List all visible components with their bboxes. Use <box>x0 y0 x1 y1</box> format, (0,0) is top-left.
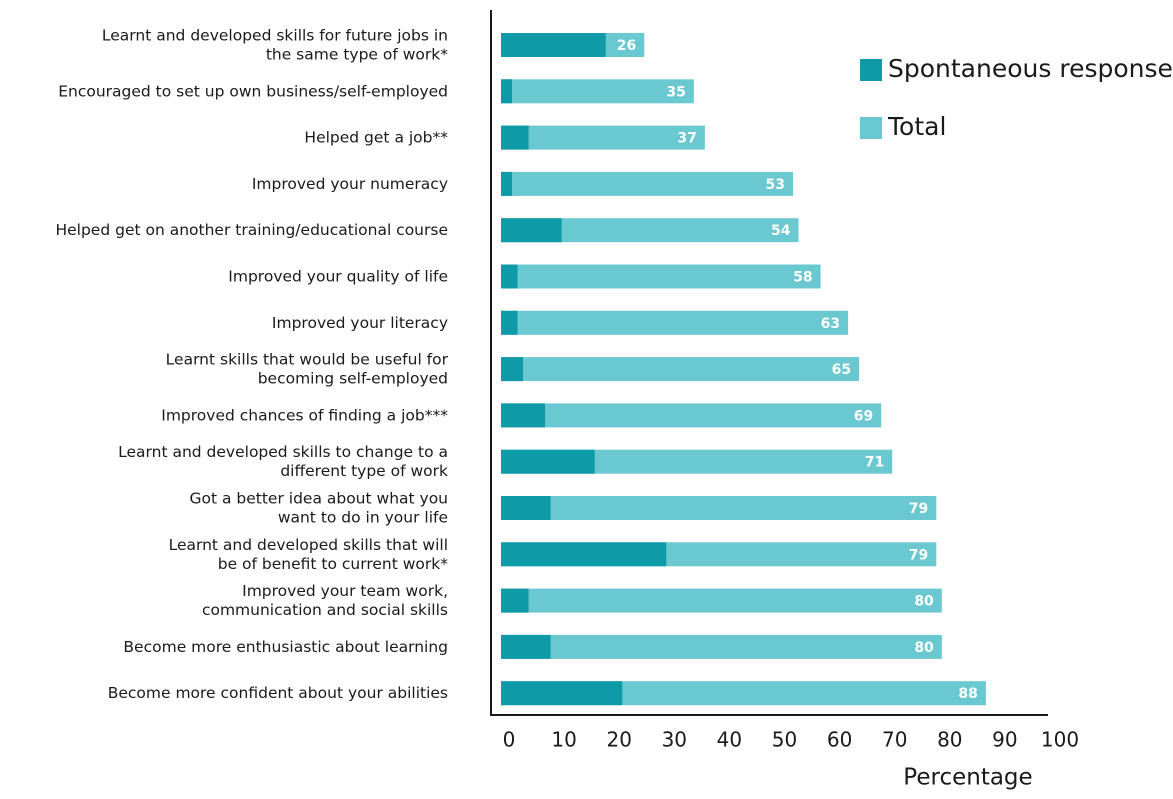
value-label: 79 <box>909 501 928 517</box>
x-tick-label: 0 <box>503 728 516 752</box>
value-label: 26 <box>617 38 636 54</box>
bar <box>501 588 529 613</box>
category-label-line: different type of work <box>280 462 448 480</box>
legend-label: Total <box>887 112 946 141</box>
category-label: Learnt and developed skills for future j… <box>102 26 448 63</box>
value-label: 79 <box>909 547 928 563</box>
bar <box>501 357 860 382</box>
value-label: 88 <box>958 686 977 702</box>
bar <box>501 634 942 659</box>
bar <box>501 496 937 520</box>
x-tick-label: 10 <box>551 728 576 752</box>
bar <box>501 496 551 520</box>
category-label: Helped get on another training/education… <box>55 221 448 239</box>
x-tick-label: 40 <box>717 728 742 752</box>
category-label-line: be of benefit to current work* <box>218 554 449 572</box>
category-label: Learnt skills that would be useful for be… <box>166 350 449 387</box>
bar <box>501 79 513 104</box>
category-label-line: Become more confident about your abiliti… <box>108 684 448 702</box>
bar <box>501 79 694 104</box>
value-label: 71 <box>865 455 884 471</box>
category-label: Encouraged to set up own business/self-e… <box>58 82 448 100</box>
bar <box>501 171 513 196</box>
category-label-line: Learnt and developed skills that will <box>169 535 448 553</box>
category-label-line: want to do in your life <box>278 508 448 526</box>
category-label-line: Encouraged to set up own business/self-e… <box>58 82 448 100</box>
value-label: 69 <box>854 408 873 424</box>
legend-swatch <box>860 117 882 139</box>
category-label-line: Improved your literacy <box>272 313 448 331</box>
bar <box>501 634 551 659</box>
category-label-line: Improved your numeracy <box>252 174 448 192</box>
category-label: Become more confident about your abiliti… <box>108 684 448 702</box>
category-label: Learnt and developed skills that will be … <box>169 535 449 572</box>
bar <box>501 403 546 428</box>
x-tick-label: 50 <box>772 728 797 752</box>
bar <box>501 125 529 150</box>
value-label: 37 <box>677 131 696 147</box>
category-label: Improved chances of finding a job*** <box>161 406 448 424</box>
bar <box>501 264 518 289</box>
value-label: 80 <box>914 594 934 610</box>
category-label: Learnt and developed skills to change to… <box>118 443 448 480</box>
category-label: Improved your literacy <box>272 313 448 331</box>
bar <box>501 681 623 706</box>
category-label-line: becoming self-employed <box>258 369 448 387</box>
category-label-line: Helped get a job** <box>304 128 448 146</box>
category-label-line: Improved your team work, <box>242 582 448 600</box>
value-label: 58 <box>793 270 812 286</box>
value-label: 65 <box>832 362 851 378</box>
category-label-line: Learnt skills that would be useful for <box>166 350 449 368</box>
category-label-line: communication and social skills <box>202 601 448 619</box>
x-tick-label: 20 <box>606 728 631 752</box>
x-tick-label: 70 <box>882 728 907 752</box>
value-label: 35 <box>666 84 685 100</box>
bar <box>501 449 595 474</box>
x-tick-label: 30 <box>662 728 687 752</box>
bar <box>501 357 524 382</box>
category-label: Helped get a job** <box>304 128 448 146</box>
value-label: 63 <box>821 316 840 332</box>
category-label-line: Learnt and developed skills for future j… <box>102 26 448 44</box>
category-label-line: Learnt and developed skills to change to… <box>118 443 448 461</box>
x-tick-label: 90 <box>992 728 1017 752</box>
bar <box>501 310 849 335</box>
bar <box>501 264 821 289</box>
bar <box>501 33 606 57</box>
bar <box>501 125 705 150</box>
category-label: Improved your numeracy <box>252 174 448 192</box>
category-label-line: Helped get on another training/education… <box>55 221 448 239</box>
bar <box>501 171 794 196</box>
category-label: Got a better idea about what you want to … <box>189 489 448 526</box>
bar <box>501 310 518 335</box>
category-label-line: Got a better idea about what you <box>189 489 448 507</box>
category-label: Improved your quality of life <box>228 267 448 285</box>
x-tick-label: 100 <box>1041 728 1079 752</box>
x-tick-label: 80 <box>937 728 962 752</box>
category-label-line: Improved your quality of life <box>228 267 448 285</box>
legend-swatch <box>860 59 882 81</box>
category-label-line: Become more enthusiastic about learning <box>123 637 448 655</box>
x-axis-label: Percentage <box>903 765 1032 791</box>
value-label: 80 <box>914 640 934 656</box>
category-label-line: the same type of work* <box>266 45 448 63</box>
bar <box>501 403 882 428</box>
value-label: 53 <box>766 177 785 193</box>
value-label: 54 <box>771 223 791 239</box>
bar <box>501 218 562 243</box>
bar <box>501 588 942 613</box>
bar <box>501 542 667 567</box>
category-label: Become more enthusiastic about learning <box>123 637 448 655</box>
legend-label: Spontaneous response <box>888 54 1173 83</box>
x-tick-label: 60 <box>827 728 852 752</box>
category-label: Improved your team work, communication an… <box>202 582 448 619</box>
category-label-line: Improved chances of finding a job*** <box>161 406 448 424</box>
